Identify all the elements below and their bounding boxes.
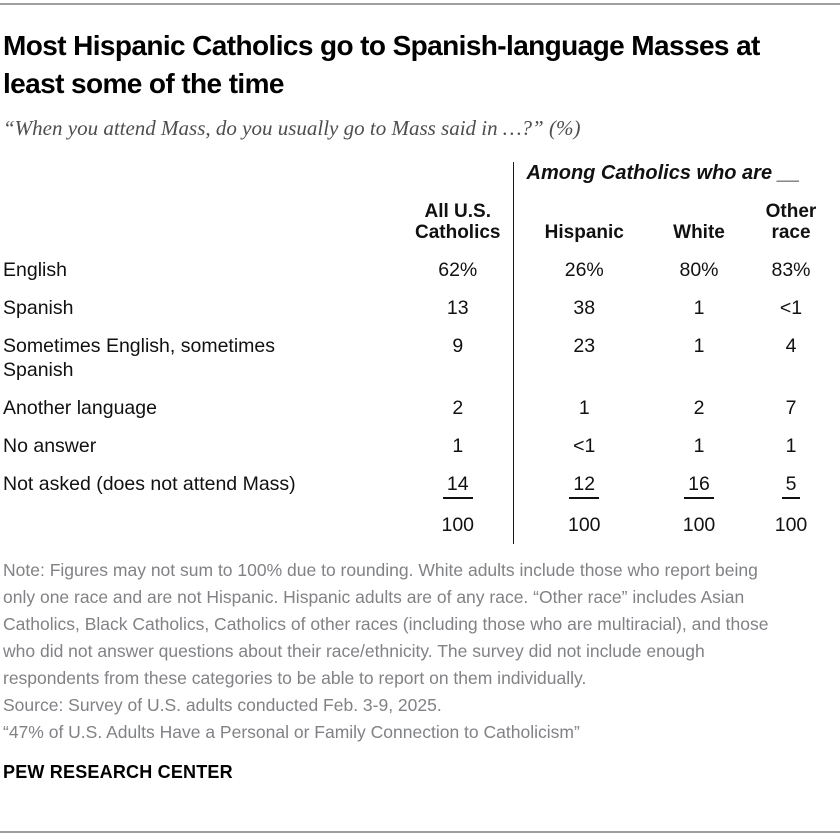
table-row-sometimes-both: Sometimes English, sometimes Spanish 9 2… bbox=[3, 327, 839, 389]
cell-hispanic: <1 bbox=[512, 427, 655, 465]
survey-question-subtitle: “When you attend Mass, do you usually go… bbox=[3, 116, 581, 140]
underlined-value: 5 bbox=[781, 472, 801, 499]
cell-other-race: 83% bbox=[771, 259, 811, 281]
column-header-hispanic: Hispanic bbox=[512, 201, 655, 251]
note-text: Note: Figures may not sum to 100% due to… bbox=[3, 560, 769, 688]
cell-hispanic: 26% bbox=[512, 251, 655, 289]
cell-all-us: 100 bbox=[441, 514, 475, 536]
cell-hispanic: 23 bbox=[512, 327, 655, 389]
column-header-all-us-catholics: All U.S. Catholics bbox=[414, 201, 501, 243]
table-row-not-asked: Not asked (does not attend Mass) 14 12 1… bbox=[3, 465, 839, 506]
row-label: Sometimes English, sometimes Spanish bbox=[3, 335, 276, 381]
cell-white: 2 bbox=[693, 397, 705, 419]
underlined-value: 16 bbox=[684, 472, 714, 499]
cell-other-race: <1 bbox=[779, 297, 803, 319]
cell-all-us: 13 bbox=[446, 297, 469, 319]
row-label: English bbox=[3, 259, 67, 281]
table-row-another-language: Another language 2 1 2 7 bbox=[3, 389, 839, 427]
group-header-row: Among Catholics who are __ bbox=[3, 162, 840, 201]
column-header-other-race: Other race bbox=[765, 201, 817, 243]
spacer-cell bbox=[3, 162, 403, 201]
cell-other-race: 4 bbox=[785, 335, 797, 357]
cell-other-race: 5 bbox=[743, 465, 839, 506]
row-label: Another language bbox=[3, 397, 157, 419]
cell-other-race: 1 bbox=[785, 435, 797, 457]
row-label: Not asked (does not attend Mass) bbox=[3, 473, 296, 495]
cell-hispanic: 38 bbox=[512, 289, 655, 327]
row-label: Spanish bbox=[3, 297, 74, 319]
cell-white: 1 bbox=[693, 435, 705, 457]
cell-white: 16 bbox=[655, 465, 743, 506]
cell-hispanic: 100 bbox=[512, 506, 655, 544]
cell-hispanic: 12 bbox=[512, 465, 655, 506]
report-title-text: “47% of U.S. Adults Have a Personal or F… bbox=[3, 722, 580, 742]
cell-hispanic: 1 bbox=[512, 389, 655, 427]
top-rule bbox=[0, 3, 840, 5]
cell-other-race: 7 bbox=[785, 397, 797, 419]
cell-all-us: 62% bbox=[438, 259, 478, 281]
table-row-spanish: Spanish 13 38 1 <1 bbox=[3, 289, 839, 327]
row-label bbox=[3, 506, 403, 544]
cell-white: 1 bbox=[693, 297, 705, 319]
spacer-cell bbox=[403, 162, 513, 201]
group-header: Among Catholics who are __ bbox=[512, 162, 840, 201]
source-text: Source: Survey of U.S. adults conducted … bbox=[3, 695, 442, 715]
cell-all-us: 9 bbox=[452, 335, 464, 357]
page-title: Most Hispanic Catholics go to Spanish-la… bbox=[3, 30, 760, 99]
underlined-value: 12 bbox=[569, 472, 600, 499]
cell-white: 100 bbox=[682, 514, 716, 536]
column-header-white: White bbox=[673, 222, 725, 243]
cell-all-us: 2 bbox=[452, 397, 464, 419]
cell-all-us: 14 bbox=[403, 465, 513, 506]
cell-white: 1 bbox=[693, 335, 705, 357]
table-row-no-answer: No answer 1 <1 1 1 bbox=[3, 427, 839, 465]
mass-language-table: Among Catholics who are __ All U.S. Cath… bbox=[3, 162, 840, 544]
spacer-cell bbox=[3, 201, 403, 251]
pew-research-center-logo: PEW RESEARCH CENTER bbox=[3, 762, 233, 782]
column-header-row: All U.S. Catholics Hispanic White Other … bbox=[3, 201, 839, 251]
cell-white: 80% bbox=[679, 259, 719, 281]
cell-all-us: 1 bbox=[452, 435, 464, 457]
underlined-value: 14 bbox=[442, 472, 473, 499]
row-label: No answer bbox=[3, 435, 97, 457]
footnotes: Note: Figures may not sum to 100% due to… bbox=[3, 557, 781, 746]
bottom-rule bbox=[0, 831, 840, 833]
cell-other-race: 100 bbox=[774, 514, 808, 536]
table-row-total: 100 100 100 100 bbox=[3, 506, 839, 544]
table-row-english: English 62% 26% 80% 83% bbox=[3, 251, 839, 289]
